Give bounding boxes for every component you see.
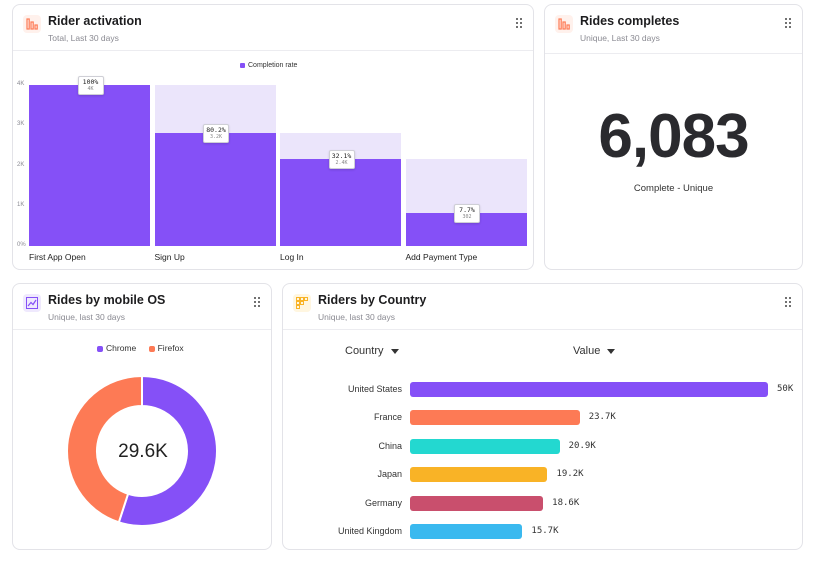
- grid-icon: [293, 294, 311, 312]
- rate-label: 100%: [82, 78, 99, 86]
- funnel-bar: [280, 159, 401, 246]
- country-value-label: 23.7K: [588, 412, 616, 423]
- country-bar[interactable]: [410, 438, 560, 454]
- value-dropdown[interactable]: Value: [573, 345, 616, 357]
- legend-label[interactable]: Firefox: [157, 343, 184, 353]
- rate-label: 7.7%: [459, 205, 475, 214]
- kpi-value: 6,083: [598, 102, 749, 171]
- count-label: 2.4K: [335, 160, 348, 167]
- count-label: 4K: [87, 86, 94, 92]
- card-title: Rides by mobile OS: [48, 293, 166, 307]
- bar-data-label: 100% 4K: [77, 76, 104, 95]
- bar-data-label: 32.1% 2.4K: [328, 150, 355, 170]
- y-tick-label: 3K: [17, 121, 25, 128]
- country-value-label: 18.6K: [552, 497, 580, 508]
- drag-handle-icon[interactable]: [785, 18, 793, 30]
- funnel-icon: [23, 15, 41, 33]
- funnel-bar: [154, 133, 276, 246]
- donut-chart: [66, 374, 218, 527]
- card-subtitle: Unique, last 30 days: [48, 312, 126, 322]
- y-tick-label: 2K: [17, 161, 25, 168]
- x-axis-label: Log In: [280, 252, 304, 262]
- y-tick-label: 4K: [17, 81, 25, 87]
- funnel-bar: [29, 85, 150, 246]
- drag-handle-icon[interactable]: [785, 297, 793, 309]
- chart-legend: Completion rate: [240, 62, 297, 69]
- dropdown-label: Country: [345, 345, 384, 357]
- funnel-icon: [555, 15, 573, 33]
- donut-slice-chrome[interactable]: [117, 374, 218, 527]
- country-label: China: [378, 440, 402, 451]
- x-axis-label: Sign Up: [154, 252, 185, 262]
- rider-activation-card: Rider activation Total, Last 30 days Com…: [12, 4, 534, 270]
- rate-label: 32.1%: [331, 152, 352, 161]
- kpi-label: Complete - Unique: [633, 183, 714, 194]
- country-bar[interactable]: [410, 410, 580, 426]
- country-label: Japan: [377, 469, 402, 480]
- chart-legend: Chrome Firefox: [97, 343, 184, 353]
- card-header: Rider activation Total, Last 30 days: [13, 5, 533, 51]
- card-subtitle: Unique, last 30 days: [318, 312, 396, 322]
- y-tick-label: 0%: [17, 242, 26, 248]
- country-value-label: 19.2K: [556, 469, 584, 480]
- rides-completes-card: Rides completes Unique, Last 30 days 6,0…: [544, 4, 803, 270]
- card-title: Riders by Country: [318, 293, 427, 307]
- card-title: Rider activation: [48, 14, 142, 28]
- drag-handle-icon[interactable]: [516, 18, 524, 30]
- legend-swatch: [240, 62, 245, 68]
- x-axis-label: Add Payment Type: [405, 252, 478, 262]
- legend-swatch: [148, 345, 155, 352]
- group-by-dropdown[interactable]: Country: [345, 345, 399, 357]
- rate-label: 80.2%: [206, 126, 226, 135]
- chevron-down-icon: [607, 348, 616, 354]
- country-value-label: 50K: [777, 384, 794, 394]
- count-label: 3.2K: [209, 134, 223, 141]
- card-header: Rides by mobile OS Unique, last 30 days: [13, 284, 271, 330]
- donut-center-value: 29.6K: [118, 441, 168, 462]
- card-header: Rides completes Unique, Last 30 days: [545, 5, 802, 54]
- country-label: France: [373, 412, 402, 423]
- country-bar[interactable]: [410, 467, 548, 483]
- country-bar[interactable]: [410, 524, 523, 539]
- riders-by-country-card: Riders by Country Unique, last 30 days C…: [282, 283, 803, 550]
- card-subtitle: Unique, Last 30 days: [580, 33, 660, 43]
- legend-label[interactable]: Chrome: [106, 343, 137, 353]
- rides-by-os-card: Rides by mobile OS Unique, last 30 days …: [12, 283, 272, 550]
- drag-handle-icon[interactable]: [254, 297, 262, 309]
- country-bar[interactable]: [410, 382, 768, 397]
- donut-slice-firefox[interactable]: [66, 374, 143, 524]
- card-title: Rides completes: [580, 14, 680, 28]
- country-bar[interactable]: [410, 495, 544, 511]
- dropdown-label: Value: [573, 345, 601, 357]
- bar-data-label: 80.2% 3.2K: [203, 124, 229, 144]
- country-value-label: 15.7K: [531, 526, 559, 536]
- country-label: Germany: [364, 497, 402, 508]
- count-label: 302: [462, 213, 472, 220]
- line-chart-icon: [23, 294, 41, 312]
- x-axis-label: First App Open: [29, 252, 86, 262]
- card-header: Riders by Country Unique, last 30 days: [283, 284, 802, 330]
- legend-label: Completion rate: [248, 62, 298, 69]
- country-value-label: 20.9K: [568, 440, 596, 451]
- country-label: United States: [347, 384, 402, 394]
- bar-data-label: 7.7% 302: [454, 203, 480, 223]
- country-label: United Kingdom: [337, 526, 402, 536]
- y-tick-label: 1K: [17, 201, 25, 208]
- legend-swatch: [97, 345, 103, 352]
- card-subtitle: Total, Last 30 days: [48, 33, 119, 43]
- chevron-down-icon: [390, 348, 399, 354]
